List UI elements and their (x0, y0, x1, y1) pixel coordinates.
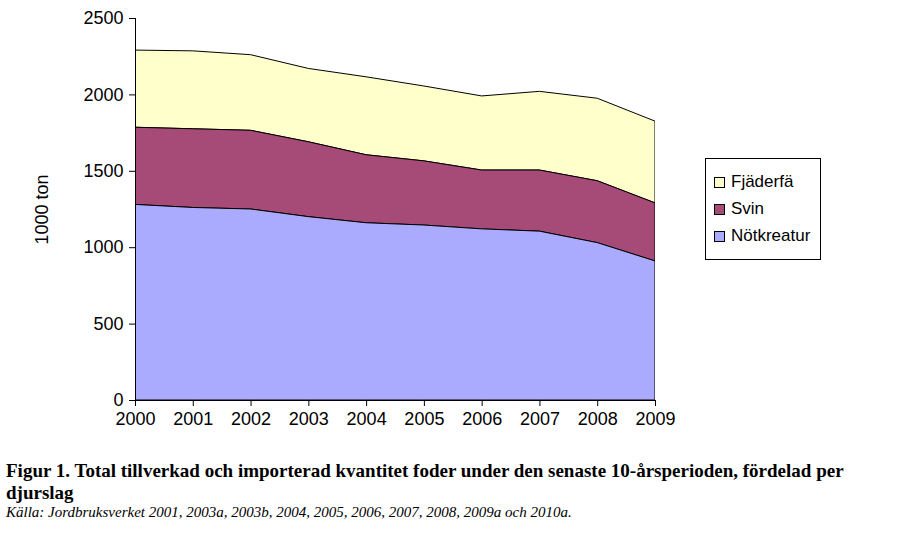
svg-text:2006: 2006 (462, 409, 502, 429)
svg-text:2500: 2500 (83, 8, 123, 28)
html-text:Källa: Jordbruksverket 2001, 2: Källa: Jordbruksverket 2001, 2003a, 2003… (6, 503, 572, 520)
svg-text:2005: 2005 (404, 409, 444, 429)
html-text:Nötkreatur: Nötkreatur (731, 226, 811, 245)
svg-text:1000 ton: 1000 ton (32, 174, 52, 244)
svg-text:2008: 2008 (578, 409, 618, 429)
svg-text:2001: 2001 (173, 409, 213, 429)
svg-text:2002: 2002 (231, 409, 271, 429)
svg-text:0: 0 (113, 390, 123, 410)
svg-text:2000: 2000 (115, 409, 155, 429)
html-text:Svin: Svin (731, 199, 765, 218)
svg-text:2003: 2003 (289, 409, 329, 429)
html-text:Figur 1. Total tillverkad och: Figur 1. Total tillverkad och importerad… (6, 460, 844, 503)
svg-text:1000: 1000 (83, 237, 123, 257)
svg-text:2004: 2004 (347, 409, 387, 429)
svg-text:2007: 2007 (520, 409, 560, 429)
svg-text:1500: 1500 (83, 161, 123, 181)
svg-text:500: 500 (93, 314, 123, 334)
svg-text:2000: 2000 (83, 85, 123, 105)
svg-text:2009: 2009 (635, 409, 675, 429)
html-text:Fjäderfä: Fjäderfä (731, 172, 794, 191)
